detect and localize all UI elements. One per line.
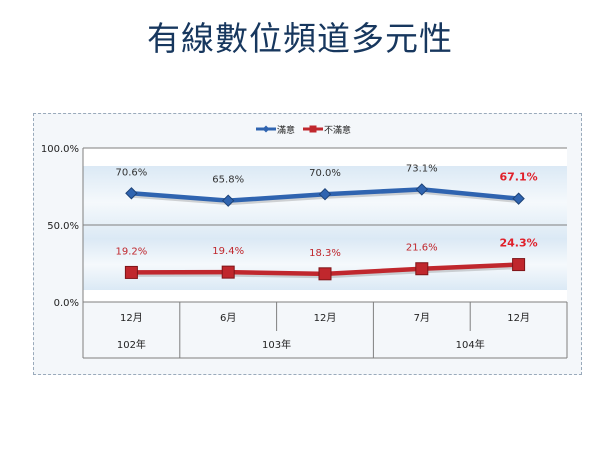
- data-label: 67.1%: [500, 171, 538, 184]
- data-label: 18.3%: [309, 248, 341, 259]
- x-tick-label: 12月: [507, 312, 530, 324]
- data-label: 70.6%: [116, 167, 148, 178]
- legend-label: 滿意: [277, 124, 295, 136]
- data-label: 24.3%: [500, 237, 538, 250]
- legend-marker: [262, 125, 270, 133]
- plot-band: [83, 166, 567, 239]
- group-label: 102年: [117, 338, 146, 351]
- data-label: 65.8%: [212, 175, 244, 186]
- x-tick-label: 7月: [414, 312, 430, 324]
- data-label: 19.4%: [212, 246, 244, 257]
- group-label: 104年: [456, 338, 485, 351]
- x-tick-label: 12月: [120, 312, 143, 324]
- data-point: [512, 192, 525, 205]
- data-label: 19.2%: [116, 246, 148, 257]
- legend-label: 不滿意: [324, 124, 351, 136]
- data-point: [125, 187, 138, 200]
- data-point: [512, 258, 526, 272]
- data-label: 73.1%: [406, 163, 438, 174]
- y-tick-label: 100.0%: [41, 144, 79, 155]
- x-tick-label: 6月: [220, 312, 236, 324]
- y-tick-label: 50.0%: [47, 221, 79, 232]
- data-point: [221, 265, 235, 279]
- data-point: [221, 194, 235, 207]
- x-tick-label: 12月: [314, 312, 337, 324]
- y-tick-label: 0.0%: [54, 298, 79, 309]
- data-point: [415, 262, 429, 276]
- legend-marker: [309, 125, 317, 133]
- data-point: [318, 187, 332, 201]
- data-point: [318, 267, 332, 281]
- data-point: [415, 183, 429, 196]
- data-label: 70.0%: [309, 168, 341, 179]
- page-title: 有線數位頻道多元性: [147, 19, 453, 58]
- data-point: [124, 265, 138, 279]
- group-label: 103年: [262, 338, 291, 351]
- data-label: 21.6%: [406, 243, 438, 254]
